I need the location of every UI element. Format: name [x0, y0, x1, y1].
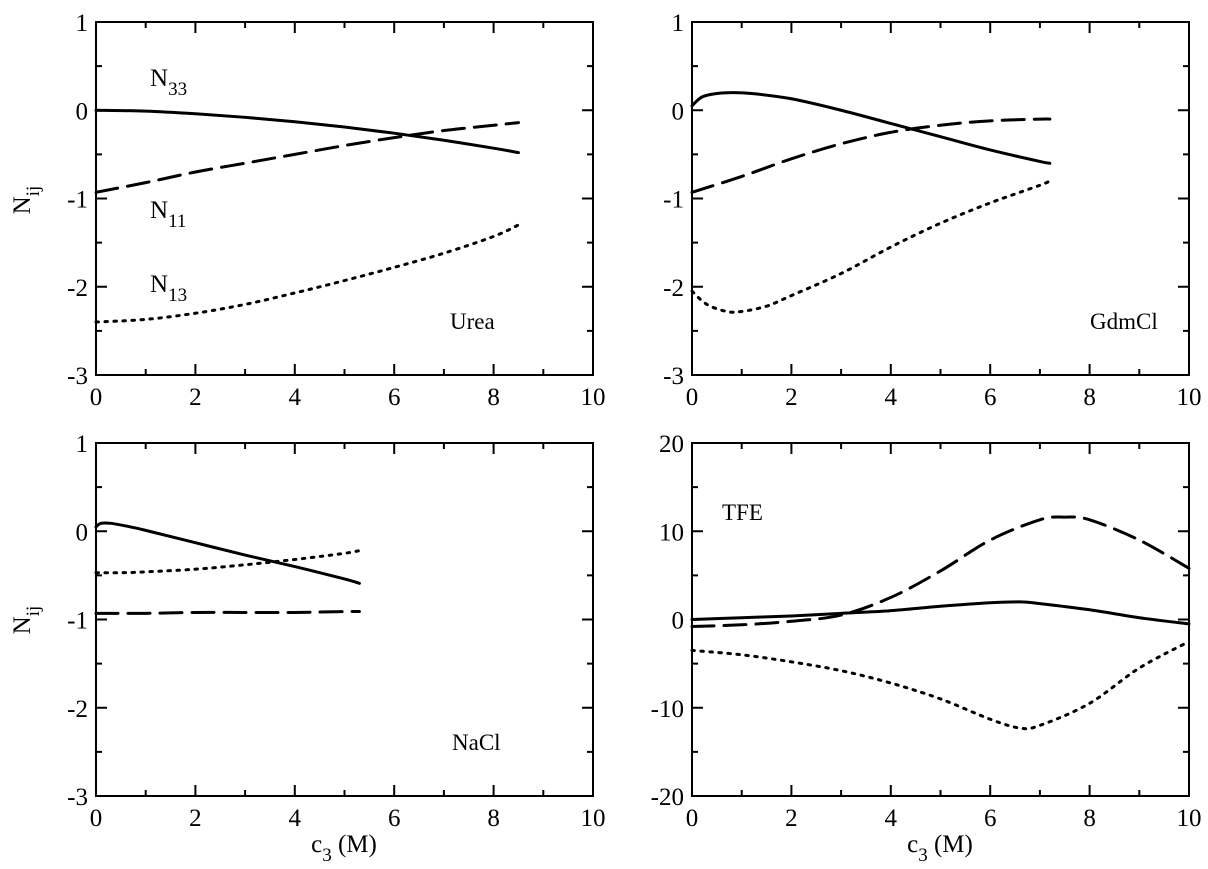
- x-tick-label: 0: [686, 384, 699, 411]
- tick-labels: 0 2 4 6 8 10 -3 -2 -1 0 1: [67, 10, 605, 411]
- x-tick-label: 8: [1083, 805, 1096, 832]
- y-tick-label: 1: [76, 10, 89, 37]
- y-tick-label: -3: [663, 363, 684, 390]
- panel-tfe: 0 2 4 6 8 10 -20 -10 0 10 20 TFE c3 (M): [651, 431, 1202, 866]
- axis-ticks: [691, 442, 1190, 797]
- plot-frame: [691, 442, 1190, 797]
- panel-label: TFE: [722, 500, 763, 525]
- tick-labels: 0 2 4 6 8 10 -3 -2 -1 0 1: [663, 10, 1201, 411]
- series-group: [690, 515, 1191, 731]
- x-tick-label: 0: [90, 384, 103, 411]
- x-tick-label: 0: [90, 805, 103, 832]
- series-line-dotted: [690, 179, 1052, 314]
- y-tick-label: -3: [67, 363, 88, 390]
- plot-frame: [95, 21, 594, 376]
- panel-label: NaCl: [452, 730, 501, 755]
- series-line-solid: [690, 600, 1191, 626]
- x-tick-label: 0: [686, 805, 699, 832]
- y-axis-label: Nij: [9, 606, 44, 635]
- series-line-dotted: [94, 223, 520, 324]
- x-tick-label: 8: [1083, 384, 1096, 411]
- y-tick-label: 1: [76, 431, 89, 458]
- series-line-solid: [94, 521, 361, 585]
- x-tick-label: 10: [581, 384, 606, 411]
- x-axis-label: c3 (M): [311, 831, 377, 866]
- x-tick-label: 6: [984, 384, 997, 411]
- axis-ticks: [95, 21, 594, 376]
- x-tick-label: 4: [885, 384, 898, 411]
- series-line-dashed: [690, 515, 1191, 629]
- y-tick-label: 0: [672, 608, 685, 635]
- x-tick-label: 6: [388, 805, 401, 832]
- tick-labels: 0 2 4 6 8 10 -20 -10 0 10 20: [651, 431, 1202, 832]
- x-tick-label: 10: [581, 805, 606, 832]
- series-group: [94, 521, 361, 615]
- y-tick-label: -2: [67, 275, 88, 302]
- plot-frame: [95, 442, 594, 797]
- series-line-solid: [94, 108, 520, 155]
- y-tick-label: -1: [67, 187, 88, 214]
- panel-label: GdmCl: [1090, 309, 1158, 334]
- x-tick-label: 10: [1177, 384, 1202, 411]
- y-tick-label: 0: [672, 98, 685, 125]
- y-tick-label: -2: [663, 275, 684, 302]
- series-line-solid: [690, 91, 1052, 165]
- series-line-dotted: [94, 549, 361, 575]
- series-group: [690, 91, 1052, 314]
- x-tick-label: 6: [388, 384, 401, 411]
- y-tick-label: 20: [659, 431, 684, 458]
- x-tick-label: 4: [885, 805, 898, 832]
- y-tick-label: -1: [67, 608, 88, 635]
- x-axis-label: c3 (M): [907, 831, 973, 866]
- y-tick-label: -3: [67, 784, 88, 811]
- y-tick-label: -10: [651, 696, 684, 723]
- panel-nacl: 0 2 4 6 8 10 -3 -2 -1 0 1 NaCl Nij c3 (M): [9, 431, 606, 866]
- tick-labels: 0 2 4 6 8 10 -3 -2 -1 0 1: [67, 431, 605, 832]
- series-label-n33: N33: [150, 65, 187, 100]
- x-tick-label: 6: [984, 805, 997, 832]
- series-label-n13: N13: [150, 271, 187, 306]
- x-tick-label: 8: [487, 805, 500, 832]
- panel-label: Urea: [450, 309, 495, 334]
- x-tick-label: 4: [289, 805, 302, 832]
- y-tick-label: -1: [663, 187, 684, 214]
- x-tick-label: 2: [189, 805, 202, 832]
- series-label-n11: N11: [150, 197, 186, 232]
- axis-ticks: [691, 21, 1190, 376]
- x-tick-label: 4: [289, 384, 302, 411]
- series-line-dotted: [690, 640, 1191, 731]
- x-tick-label: 2: [785, 384, 798, 411]
- y-tick-label: 10: [659, 519, 684, 546]
- x-tick-label: 8: [487, 384, 500, 411]
- y-tick-label: -20: [651, 784, 684, 811]
- y-tick-label: 0: [76, 98, 89, 125]
- panel-urea: 0 2 4 6 8 10 -3 -2 -1 0 1 Urea N33 N11 N13 Nij: [9, 10, 606, 411]
- x-tick-label: 10: [1177, 805, 1202, 832]
- axis-ticks: [95, 442, 594, 797]
- series-line-dashed: [690, 117, 1052, 194]
- y-tick-label: 1: [672, 10, 685, 37]
- y-tick-label: 0: [76, 519, 89, 546]
- x-tick-label: 2: [189, 384, 202, 411]
- x-tick-label: 2: [785, 805, 798, 832]
- series-group: [94, 108, 520, 324]
- y-axis-label: Nij: [9, 186, 44, 215]
- series-line-dashed: [94, 609, 361, 615]
- y-tick-label: -2: [67, 696, 88, 723]
- panel-gdmcl: 0 2 4 6 8 10 -3 -2 -1 0 1 GdmCl: [663, 10, 1201, 411]
- series-line-dashed: [94, 121, 520, 194]
